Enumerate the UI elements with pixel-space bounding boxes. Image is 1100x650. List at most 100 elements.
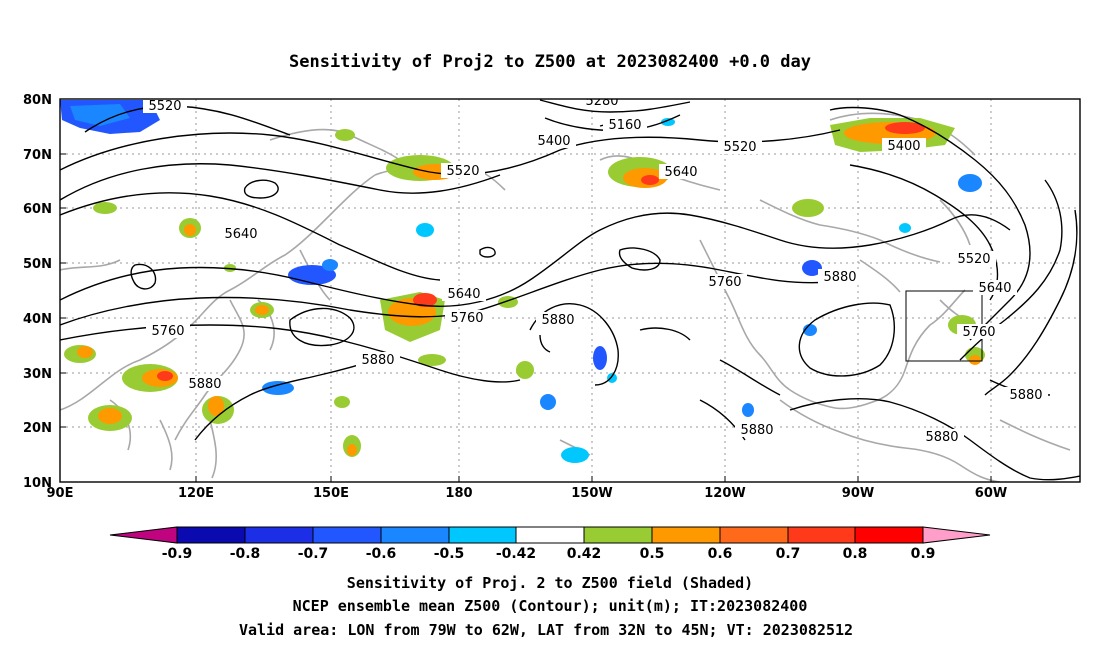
contour-label: 5520 — [441, 163, 485, 179]
svg-text:5880: 5880 — [541, 313, 574, 328]
map-frame — [59, 98, 1081, 483]
colorbar-swatch — [651, 526, 721, 544]
svg-text:5880: 5880 — [188, 377, 221, 392]
svg-text:5400: 5400 — [537, 134, 570, 149]
contour-label: 5160 — [603, 117, 647, 133]
lon-tick-label: 90E — [47, 486, 74, 501]
map-panel: 5520 5280 5160 5400 5520 5640 5520 5400 … — [23, 93, 1081, 501]
lon-tick-label: 180 — [445, 486, 472, 501]
svg-text:5640: 5640 — [664, 165, 697, 180]
colorbar: -0.9 -0.8 -0.7 -0.6 -0.5 -0.42 0.42 0.5 … — [109, 526, 991, 562]
colorbar-label: 0.9 — [911, 546, 936, 562]
colorbar-swatch — [515, 526, 585, 544]
contour-label: 5880 — [735, 422, 779, 438]
colorbar-label: -0.6 — [366, 546, 397, 562]
colorbar-label: -0.7 — [298, 546, 329, 562]
svg-text:5520: 5520 — [957, 252, 990, 267]
lat-tick-label: 40N — [23, 312, 52, 327]
contour-label: 5640 — [973, 280, 1017, 296]
lat-tick-label: 50N — [23, 257, 52, 272]
svg-text:5880: 5880 — [740, 423, 773, 438]
caption-line: Valid area: LON from 79W to 62W, LAT fro… — [239, 621, 853, 639]
caption-line: NCEP ensemble mean Z500 (Contour); unit(… — [293, 597, 808, 615]
contour-label: 5880 — [920, 429, 964, 445]
lat-tick-labels: 10N 20N 30N 40N 50N 60N 70N 80N — [23, 93, 52, 491]
colorbar-label: 0.7 — [776, 546, 801, 562]
contour-label: 5640 — [659, 164, 703, 180]
colorbar-swatch — [583, 526, 653, 544]
contour-label: 5880 — [183, 376, 227, 392]
colorbar-high-arrow — [922, 526, 991, 544]
svg-text:5760: 5760 — [962, 325, 995, 340]
lat-tick-label: 20N — [23, 421, 52, 436]
colorbar-label: -0.42 — [496, 546, 536, 562]
contour-label: 5880 — [356, 352, 400, 368]
lon-tick-labels: 90E 120E 150E 180 150W 120W 90W 60W — [47, 486, 1008, 501]
contour-label: 5760 — [146, 323, 190, 339]
contour-label: 5760 — [957, 324, 1001, 340]
colorbar-label: 0.6 — [708, 546, 733, 562]
colorbar-swatch — [380, 526, 450, 544]
contour-label: 5640 — [442, 286, 486, 302]
svg-text:5880: 5880 — [361, 353, 394, 368]
contour-label: 5880 — [1004, 387, 1048, 403]
lon-tick-label: 150W — [571, 486, 612, 501]
lon-tick-label: 150E — [313, 486, 349, 501]
z500-contours — [60, 99, 1080, 481]
colorbar-label: 0.8 — [843, 546, 868, 562]
svg-text:5520: 5520 — [446, 164, 479, 179]
colorbar-label: -0.9 — [162, 546, 193, 562]
contour-label: 5880 — [536, 312, 580, 328]
lat-tick-label: 80N — [23, 93, 52, 108]
contour-label: 5640 — [219, 226, 263, 242]
grid-lines — [60, 99, 1080, 482]
svg-text:5880: 5880 — [1009, 388, 1042, 403]
contour-label: 5520 — [952, 251, 996, 267]
svg-text:5520: 5520 — [723, 140, 756, 155]
contour-label: 5760 — [445, 310, 489, 326]
contour-label: 5400 — [882, 138, 926, 154]
colorbar-swatch — [312, 526, 382, 544]
colorbar-label: 0.42 — [567, 546, 602, 562]
svg-text:5520: 5520 — [148, 99, 181, 114]
contour-label: 5400 — [532, 133, 576, 149]
lon-tick-label: 90W — [842, 486, 874, 501]
caption-line: Sensitivity of Proj. 2 to Z500 field (Sh… — [347, 574, 753, 592]
colorbar-swatch — [787, 526, 856, 544]
svg-text:5880: 5880 — [925, 430, 958, 445]
lat-tick-label: 70N — [23, 148, 52, 163]
contour-label: 5520 — [143, 99, 187, 114]
lat-tick-label: 30N — [23, 367, 52, 382]
contour-labels: 5520 5280 5160 5400 5520 5640 5520 5400 … — [143, 94, 1048, 445]
svg-text:5760: 5760 — [450, 311, 483, 326]
svg-text:5640: 5640 — [224, 227, 257, 242]
figure-title: Sensitivity of Proj2 to Z500 at 20230824… — [289, 52, 811, 72]
lon-tick-label: 120W — [704, 486, 745, 501]
axis-ticks — [60, 153, 992, 482]
colorbar-swatch — [854, 526, 924, 544]
svg-text:5760: 5760 — [708, 275, 741, 290]
colorbar-label: -0.8 — [230, 546, 261, 562]
lon-tick-label: 60W — [975, 486, 1007, 501]
contour-label: 5520 — [718, 139, 762, 155]
colorbar-swatch — [448, 526, 517, 544]
contour-label: 5880 — [818, 269, 862, 285]
colorbar-low-arrow — [109, 526, 178, 544]
svg-text:5640: 5640 — [447, 287, 480, 302]
colorbar-swatch — [176, 526, 246, 544]
lon-tick-label: 120E — [178, 486, 214, 501]
lat-tick-label: 60N — [23, 202, 52, 217]
svg-text:5400: 5400 — [887, 139, 920, 154]
lat-tick-label: 10N — [23, 476, 52, 491]
colorbar-label: 0.5 — [640, 546, 665, 562]
svg-text:5880: 5880 — [823, 270, 856, 285]
colorbar-swatch — [719, 526, 789, 544]
svg-text:5640: 5640 — [978, 281, 1011, 296]
svg-text:5280: 5280 — [585, 94, 618, 109]
contour-label: 5760 — [703, 274, 747, 290]
colorbar-swatch — [244, 526, 314, 544]
svg-text:5760: 5760 — [151, 324, 184, 339]
svg-text:5160: 5160 — [608, 118, 641, 133]
colorbar-label: -0.5 — [434, 546, 465, 562]
